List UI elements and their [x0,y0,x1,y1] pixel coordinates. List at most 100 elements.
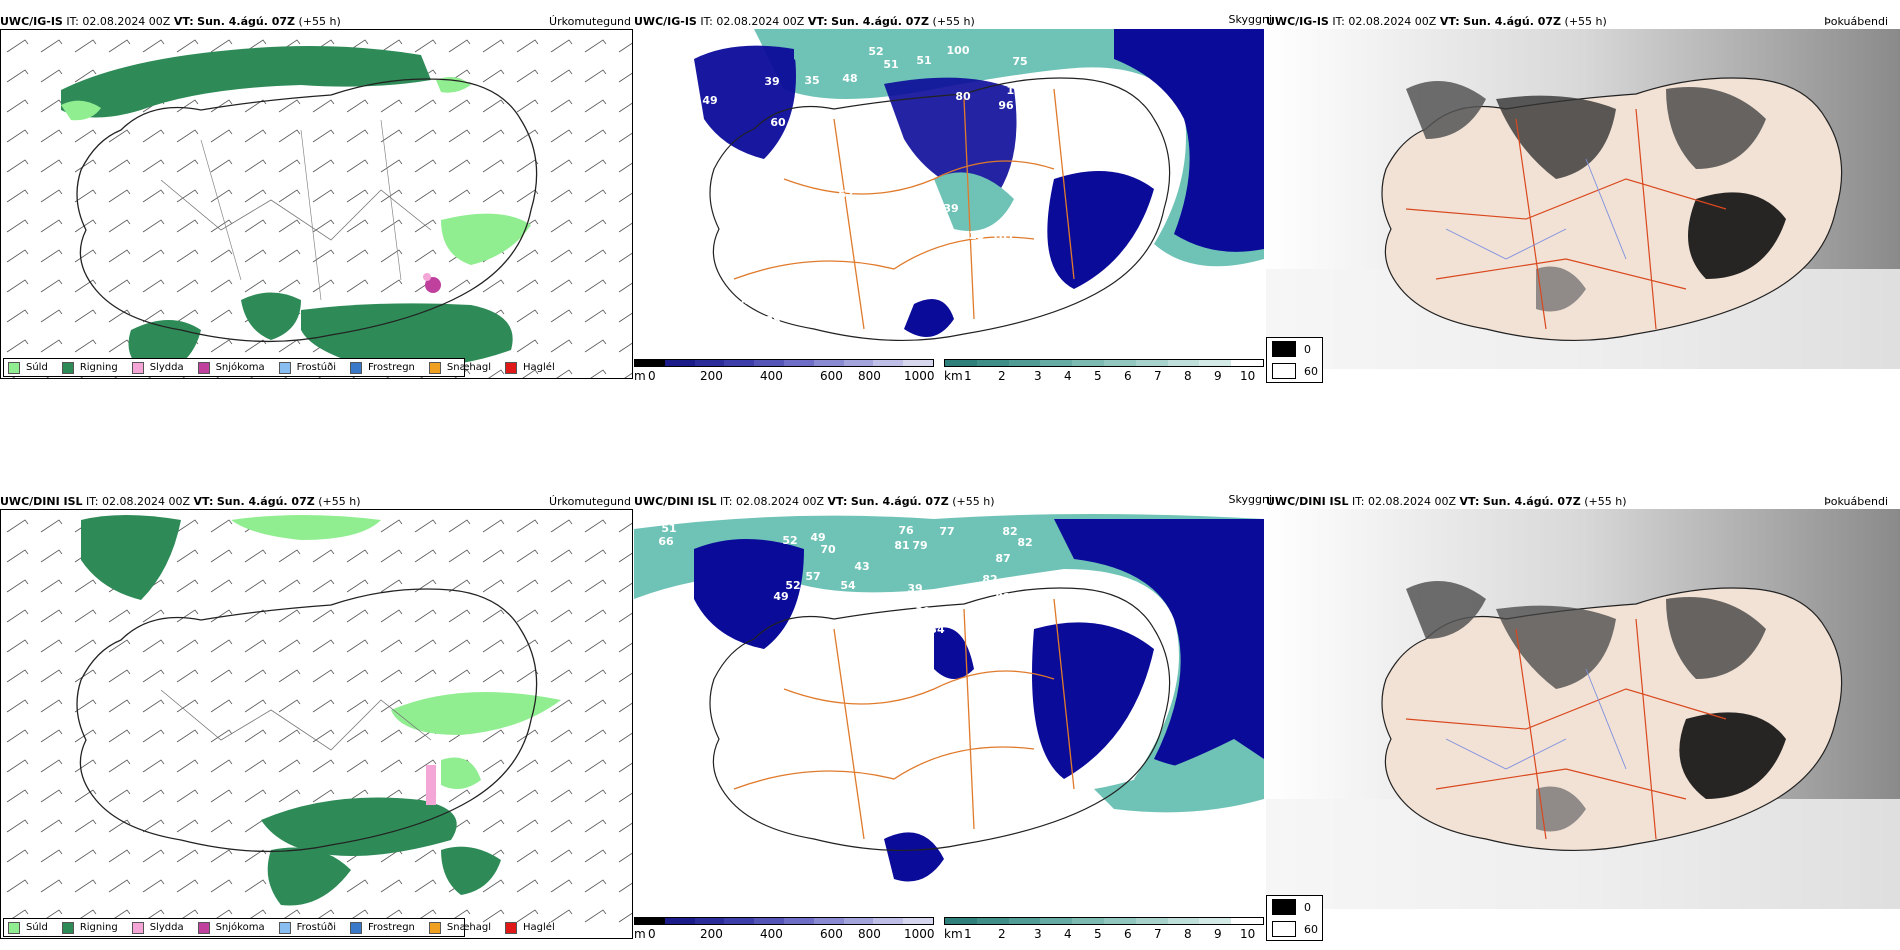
visibility-value-label: 76 [898,524,914,537]
model-name: UWC/DINI ISL [1266,495,1349,508]
colorbar-m-bar [634,359,934,367]
visibility-value-label: 80 [955,90,971,103]
lead-time: (+55 h) [932,15,975,28]
valid-time: Sun. 4.ágú. 07Z [197,15,296,28]
visibility-value-label: 39 [915,605,930,618]
panel-header: UWC/DINI ISL IT: 02.08.2024 00Z VT: Sun.… [634,493,1272,509]
colorbar-m-unit: m [634,927,646,941]
colorbar-segment [635,360,665,366]
colorbar-m: m 0 200 400 600 800 1000 [634,359,935,385]
legend-item: Súld [8,921,48,934]
colorbar-km-tick: 5 [1094,369,1102,383]
visibility-value-label: 79 [912,539,927,552]
precip-legend: Súld Rigning Slydda Snjókoma Frostúði Fr… [3,358,555,377]
legend-item: Frostúði [278,921,336,934]
fog-swatch [1272,363,1296,379]
legend-item: Frostregn [350,361,415,374]
init-time: 02.08.2024 00Z [1368,495,1457,508]
visibility-value-label: 34 [891,240,907,253]
colorbar-km-tick: 8 [1184,927,1192,941]
visibility-value-label: 27 [934,608,949,621]
legend-item: Frostúði [278,361,336,374]
legend-item: Haglél [505,361,555,374]
fog-swatch [1272,899,1296,915]
legend-item: Slydda [131,361,184,374]
precip-map: Súld Rigning Slydda Snjókoma Frostúði Fr… [0,509,633,939]
fog-map-svg [1266,509,1900,909]
colorbar-km-tick: 2 [998,927,1006,941]
fog-legend-row: 0 [1267,896,1322,918]
colorbar-m-tick: 400 [760,369,783,383]
valid-time: Sun. 4.ágú. 07Z [1463,15,1562,28]
colorbar-segment [754,918,784,924]
visibility-value-label: 57 [805,570,820,583]
visibility-value-label: 123 [962,229,985,242]
legend-swatch [350,361,362,374]
init-time: 02.08.2024 00Z [82,15,171,28]
visibility-value-label: 66 [658,535,674,548]
colorbar-km-tick: 10 [1240,369,1256,383]
visibility-value-label: 52 [868,45,883,58]
visibility-value-label: 49 [702,94,717,107]
legend-item: Snæhagl [428,921,491,934]
visibility-value-label: 49 [741,687,756,700]
colorbar-m-tick: 400 [760,927,783,941]
precip-map-svg [1,30,632,378]
vt-prefix: VT: [1459,495,1480,508]
colorbar-segment [843,918,874,924]
lead-time: (+55 h) [1564,15,1607,28]
precip-legend: Súld Rigning Slydda Snjókoma Frostúði Fr… [3,918,555,937]
colorbar-km-tick: 8 [1184,369,1192,383]
it-prefix: IT: [720,495,733,508]
valid-time: Sun. 4.ágú. 07Z [216,495,315,508]
colorbar-km: km 1 2 3 4 5 6 7 8 9 10 [944,917,1264,943]
colorbar-segment [694,360,725,366]
panel-header: UWC/IG-IS IT: 02.08.2024 00Z VT: Sun. 4.… [634,13,1272,29]
visibility-value-label: 78 [1012,578,1027,591]
visibility-value-label: 45 [930,233,945,246]
colorbar-segment [1199,918,1232,924]
colorbar-km-unit: km [944,927,963,941]
visibility-value-label: 50 [635,139,651,152]
panel-header: UWC/DINI ISL IT: 02.08.2024 00Z VT: Sun.… [1266,495,1900,509]
legend-item: Rigning [61,361,118,374]
vt-prefix: VT: [1439,15,1460,28]
colorbar-segment [783,360,814,366]
colorbar-m-unit: m [634,369,646,383]
visibility-value-label: 31 [860,647,875,660]
visibility-labels: 3527463467516621941115106899291837794142… [648,509,1032,719]
colorbar-segment [873,918,904,924]
visibility-value-label: 26 [765,706,781,719]
visibility-value-label: 20 [828,212,844,225]
colorbar-km-tick: 9 [1214,369,1222,383]
visibility-value-label: 35 [804,74,819,87]
visibility-value-label: 28 [765,314,780,327]
visibility-value-label: 104 [1007,84,1030,97]
visibility-value-label: 29 [944,593,959,606]
colorbar-m-tick: 1000 [904,927,935,941]
visibility-value-label: 40 [638,62,654,75]
colorbar-m-tick: 600 [820,927,843,941]
panel-header: UWC/IG-IS IT: 02.08.2024 00Z VT: Sun. 4.… [1266,15,1900,29]
colorbar-segment [1008,360,1041,366]
visibility-value-label: 36 [898,615,914,628]
visibility-value-label: 47 [634,45,646,58]
panel-header: UWC/IG-IS IT: 02.08.2024 00Z VT: Sun. 4.… [0,15,633,29]
visibility-value-label: 39 [943,202,958,215]
colorbar-segment [1103,918,1136,924]
model-name: UWC/DINI ISL [634,495,717,508]
colorbar-km-tick: 4 [1064,927,1072,941]
legend-item: Snjókoma [197,921,265,934]
visibility-value-label: 57 [773,198,788,211]
colorbar-segment [664,918,695,924]
legend-swatch [197,921,210,934]
visibility-value-label: 59 [858,168,873,181]
colorbar-segment [945,360,977,366]
legend-item: Rigning [61,921,118,934]
colorbar-segment [1072,360,1104,366]
visibility-map-svg [634,514,1264,882]
visibility-map-svg [694,29,1264,341]
colorbar-segment [976,360,1009,366]
colorbar-km-bar [944,359,1264,367]
fog-legend-row: 0 [1267,338,1322,360]
